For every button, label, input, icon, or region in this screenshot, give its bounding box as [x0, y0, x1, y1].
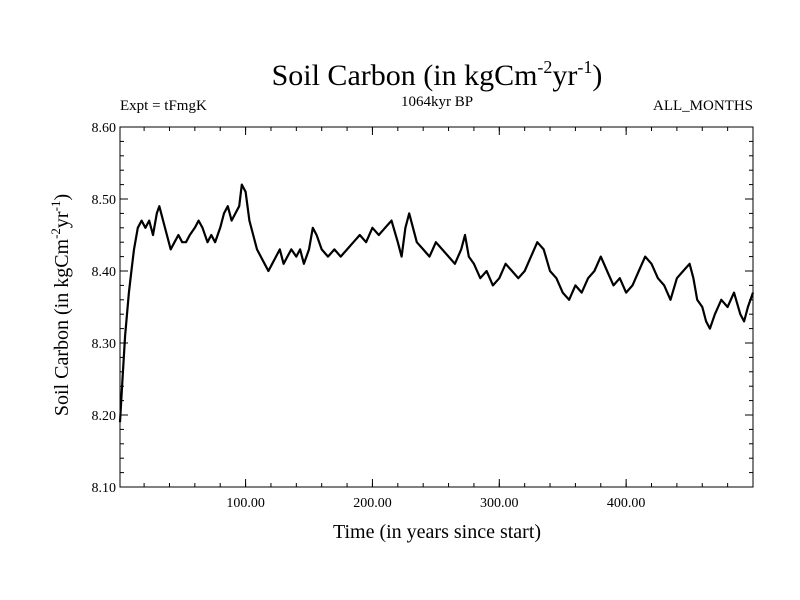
- y-axis-label-sup1: -2: [48, 228, 63, 239]
- y-tick-label-1: 8.20: [92, 409, 117, 424]
- chart-title-sup2: -1: [577, 57, 592, 77]
- y-axis-label-end: ): [51, 194, 73, 201]
- x-tick-label-3: 400.00: [607, 496, 646, 511]
- x-tick-label-2: 300.00: [480, 496, 519, 511]
- y-tick-label-3: 8.40: [92, 265, 117, 280]
- y-axis-label-sup2: -1: [48, 201, 63, 212]
- y-axis-label: Soil Carbon (in kgCm-2yr-1): [48, 194, 73, 416]
- y-tick-label-0: 8.10: [92, 481, 117, 496]
- plot-frame: [119, 126, 754, 488]
- x-tick-label-0: 100.00: [226, 496, 265, 511]
- y-tick-label-4: 8.50: [92, 193, 117, 208]
- plot-area: 8.10 8.20 8.30 8.40 8.50 8.60 100.00 200.00 300.…: [92, 121, 755, 511]
- chart-title-main: Soil Carbon (in kgCm: [272, 59, 538, 92]
- epoch-label: 1064kyr BP: [401, 94, 473, 110]
- x-axis-label: Time (in years since start): [333, 521, 541, 543]
- y-tick-label-2: 8.30: [92, 337, 117, 352]
- chart-title-sup1: -2: [537, 57, 552, 77]
- experiment-label: Expt = tFmgK: [120, 98, 207, 114]
- months-label: ALL_MONTHS: [653, 98, 753, 114]
- y-tick-label-5: 8.60: [92, 121, 117, 136]
- series-line-0: [118, 183, 755, 423]
- chart-title-end: ): [592, 59, 602, 92]
- chart-title-mid: yr: [552, 59, 577, 92]
- y-axis-label-main: Soil Carbon (in kgCm: [51, 238, 73, 416]
- y-axis-label-mid: yr: [51, 211, 73, 228]
- chart-title: Soil Carbon (in kgCm-2yr-1): [272, 57, 603, 92]
- x-tick-label-1: 200.00: [353, 496, 392, 511]
